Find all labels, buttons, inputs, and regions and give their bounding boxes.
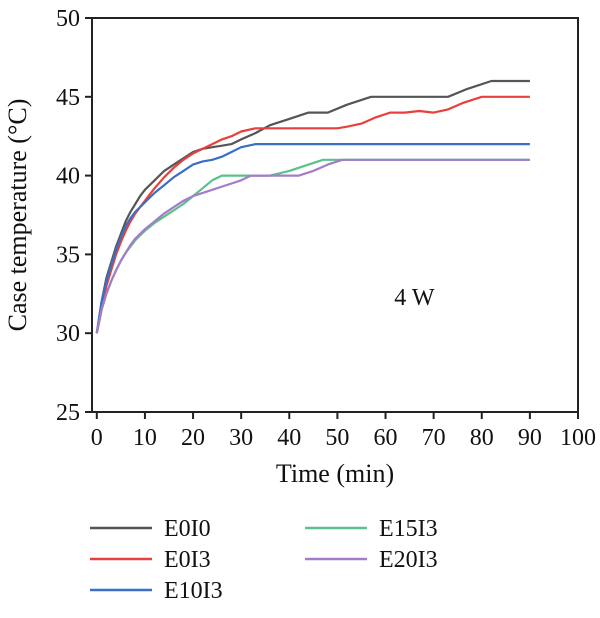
y-tick-label: 25 <box>56 400 80 426</box>
legend-label-e15i3: E15I3 <box>379 516 438 542</box>
x-tick-label: 100 <box>560 425 596 451</box>
x-tick-label: 30 <box>229 425 253 451</box>
y-tick-label: 50 <box>56 6 80 32</box>
legend: E0I0 E0I3 E10I3 E15I3 E20I3 <box>90 516 438 604</box>
y-tick-label: 35 <box>56 242 80 268</box>
x-tick-label: 70 <box>422 425 446 451</box>
x-tick-label: 50 <box>325 425 349 451</box>
legend-label-e0i3: E0I3 <box>164 547 211 573</box>
x-axis-label: Time (min) <box>276 459 394 488</box>
y-tick-label: 30 <box>56 321 80 347</box>
series-line-e0i3 <box>95 95 530 334</box>
legend-label-e20i3: E20I3 <box>379 547 438 573</box>
plot-lines <box>95 79 530 334</box>
x-tick-label: 10 <box>133 425 157 451</box>
x-axis: 0 10 20 30 40 50 60 70 80 90 100 <box>91 412 596 451</box>
power-annotation: 4 W <box>394 285 435 311</box>
y-axis-label: Case temperature (°C) <box>3 99 32 332</box>
series-line-e20i3 <box>95 158 530 334</box>
y-tick-label: 45 <box>56 85 80 111</box>
y-axis: 25 30 35 40 45 50 <box>56 6 92 426</box>
x-tick-label: 0 <box>91 425 103 451</box>
x-tick-label: 40 <box>277 425 301 451</box>
legend-label-e10i3: E10I3 <box>164 578 223 604</box>
plot-frame <box>91 17 579 413</box>
x-tick-label: 60 <box>374 425 398 451</box>
y-tick-label: 40 <box>56 164 80 190</box>
legend-label-e0i0: E0I0 <box>164 516 211 542</box>
x-tick-label: 80 <box>470 425 494 451</box>
series-line-e0i0 <box>95 79 530 334</box>
x-tick-label: 20 <box>181 425 205 451</box>
x-tick-label: 90 <box>518 425 542 451</box>
series-line-e10i3 <box>95 143 530 334</box>
